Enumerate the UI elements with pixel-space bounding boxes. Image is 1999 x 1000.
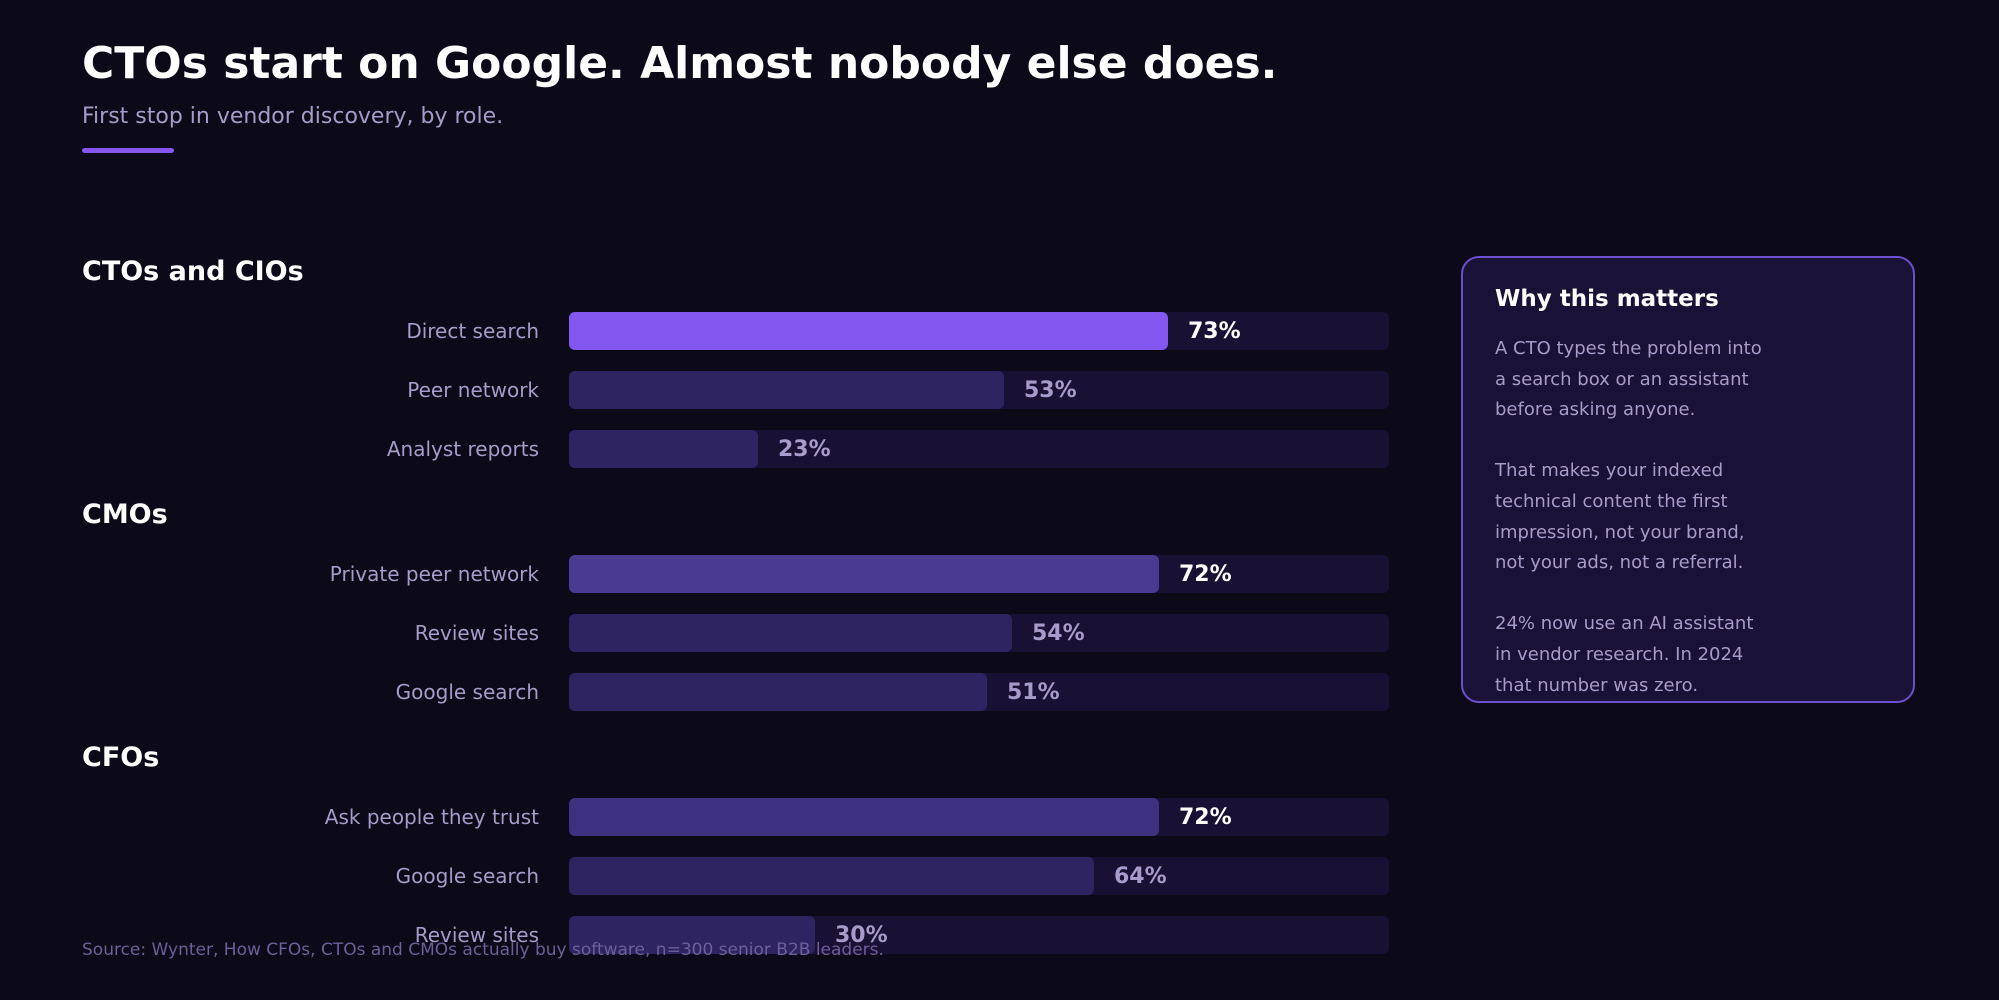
bar [569, 312, 1168, 350]
group-label: CMOs [82, 499, 168, 530]
page-title: CTOs start on Google. Almost nobody else… [82, 38, 1278, 89]
bar [569, 555, 1159, 593]
bar-track: 64% [569, 857, 1389, 895]
bar-track: 54% [569, 614, 1389, 652]
bar-label: Google search [395, 680, 539, 704]
insight-panel: Why this matters A CTO types the problem… [1461, 256, 1915, 703]
panel-spacer [1495, 579, 1895, 610]
group-label: CFOs [82, 742, 160, 773]
panel-text-line: That makes your indexed [1495, 460, 1724, 482]
bar-label: Ask people they trust [324, 805, 539, 829]
group-label: CTOs and CIOs [82, 256, 304, 287]
bar-value-label: 73% [1188, 319, 1241, 344]
panel-text-line: in vendor research. In 2024 [1495, 643, 1744, 665]
bar [569, 798, 1159, 836]
panel-text-line: A CTO types the problem into [1495, 338, 1762, 359]
bar-track: 51% [569, 673, 1389, 711]
bar [569, 673, 987, 711]
bar-label: Analyst reports [386, 437, 539, 461]
bar-value-label: 54% [1032, 621, 1085, 646]
bar-track: 23% [569, 430, 1389, 468]
bar-label: Review sites [414, 621, 539, 645]
bar-value-label: 64% [1114, 864, 1167, 889]
panel-text-line: technical content the first [1495, 490, 1728, 512]
bar-track: 53% [569, 371, 1389, 409]
bar-track: 72% [569, 555, 1389, 593]
bar-label: Private peer network [329, 562, 539, 586]
panel-spacer [1495, 426, 1895, 457]
bar-track: 72% [569, 798, 1389, 836]
bar-label: Direct search [406, 319, 539, 343]
bar-label: Peer network [407, 378, 539, 402]
bar-track: 73% [569, 312, 1389, 350]
bar-value-label: 51% [1007, 680, 1060, 705]
bar-track: 30% [569, 916, 1389, 954]
bar-label: Review sites [414, 923, 539, 947]
panel-text-line: impression, not your brand, [1495, 521, 1745, 543]
bar [569, 614, 1012, 652]
bar [569, 371, 1004, 409]
bar-value-label: 53% [1024, 378, 1077, 403]
accent-rule [82, 148, 174, 153]
panel-body: A CTO types the problem into a search box… [1495, 334, 1895, 701]
bar-value-label: 30% [835, 923, 888, 948]
bar [569, 916, 815, 954]
bar-value-label: 72% [1179, 562, 1232, 587]
panel-title: Why this matters [1495, 286, 1719, 312]
panel-text-line: not your ads, not a referral. [1495, 552, 1744, 574]
bar-label: Google search [395, 864, 539, 888]
page-subtitle: First stop in vendor discovery, by role. [82, 104, 504, 129]
bar [569, 430, 758, 468]
panel-text-line: that number was zero. [1495, 674, 1699, 696]
bar-value-label: 72% [1179, 805, 1232, 830]
panel-text-line: before asking anyone. [1495, 399, 1696, 421]
bar [569, 857, 1094, 895]
bar-value-label: 23% [778, 437, 831, 462]
panel-text-line: 24% now use an AI assistant [1495, 613, 1754, 635]
panel-text-line: a search box or an assistant [1495, 368, 1749, 390]
source-note: Source: Wynter, How CFOs, CTOs and CMOs … [82, 940, 884, 960]
